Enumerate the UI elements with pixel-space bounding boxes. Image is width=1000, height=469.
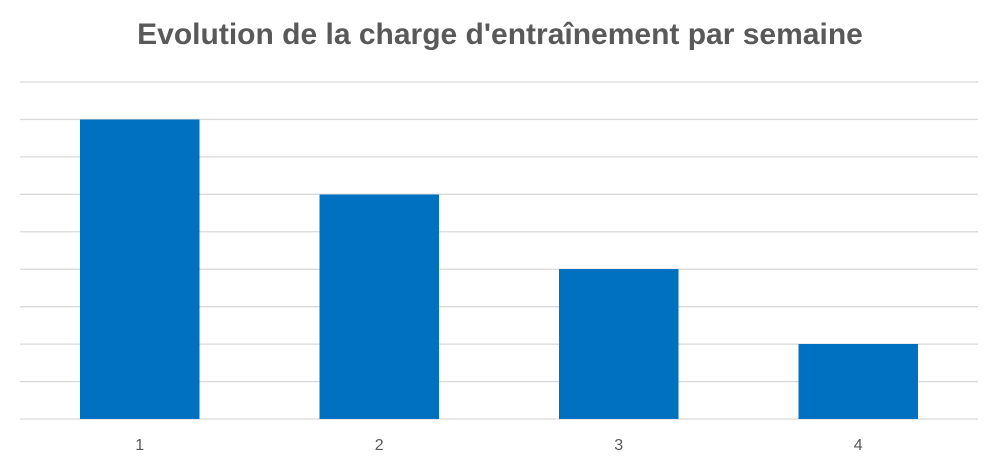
x-axis-tick-labels: 1 2 3 4 <box>135 437 863 454</box>
bars <box>79 119 919 419</box>
chart-title: Evolution de la charge d'entraînement pa… <box>137 18 863 51</box>
bar-week-2 <box>319 194 440 419</box>
bar-week-1 <box>79 119 200 419</box>
x-tick-label: 4 <box>854 437 863 454</box>
bar-week-4 <box>798 344 919 419</box>
bar-week-3 <box>558 269 679 419</box>
x-tick-label: 3 <box>614 437 623 454</box>
x-tick-label: 2 <box>375 437 384 454</box>
x-tick-label: 1 <box>135 437 144 454</box>
